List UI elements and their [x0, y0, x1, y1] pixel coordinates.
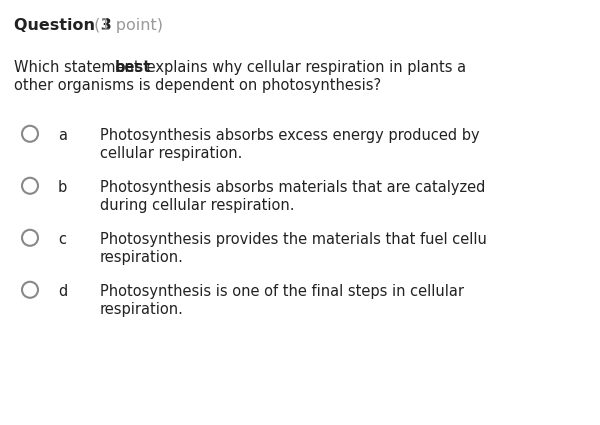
Text: Photosynthesis absorbs materials that are catalyzed: Photosynthesis absorbs materials that ar… — [100, 180, 485, 195]
Text: Question 3: Question 3 — [14, 18, 112, 33]
Text: explains why cellular respiration in plants a: explains why cellular respiration in pla… — [142, 60, 466, 75]
Text: (1 point): (1 point) — [89, 18, 163, 33]
Text: b: b — [58, 180, 67, 195]
Text: cellular respiration.: cellular respiration. — [100, 146, 242, 161]
Text: respiration.: respiration. — [100, 302, 184, 317]
Text: Photosynthesis is one of the final steps in cellular: Photosynthesis is one of the final steps… — [100, 284, 464, 299]
Text: c: c — [58, 232, 66, 247]
Text: d: d — [58, 284, 67, 299]
Text: best: best — [115, 60, 151, 75]
Text: Photosynthesis provides the materials that fuel cellu: Photosynthesis provides the materials th… — [100, 232, 487, 247]
Text: during cellular respiration.: during cellular respiration. — [100, 198, 295, 213]
Text: other organisms is dependent on photosynthesis?: other organisms is dependent on photosyn… — [14, 78, 381, 93]
Text: Photosynthesis absorbs excess energy produced by: Photosynthesis absorbs excess energy pro… — [100, 128, 479, 143]
Text: Which statement: Which statement — [14, 60, 144, 75]
Text: a: a — [58, 128, 67, 143]
Text: respiration.: respiration. — [100, 250, 184, 265]
